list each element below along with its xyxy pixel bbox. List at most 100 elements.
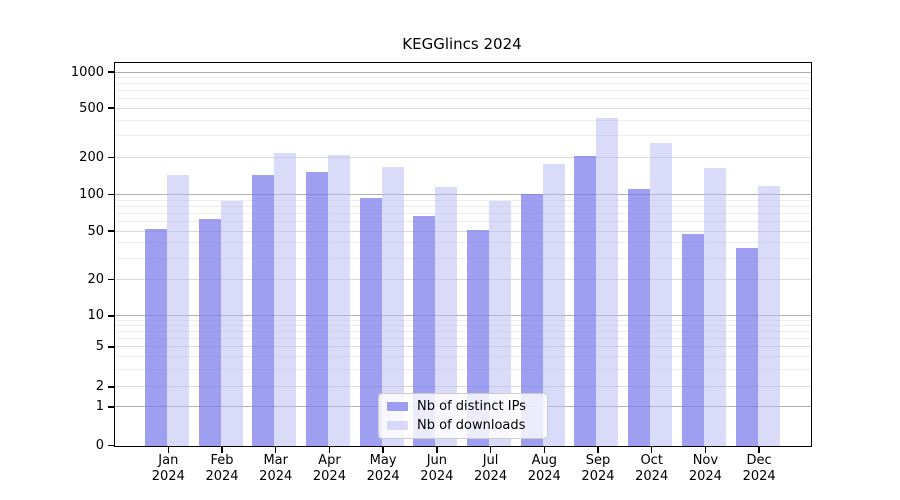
- x-tick-label-nov: Nov 2024: [665, 453, 745, 485]
- x-tick-label-aug: Aug 2024: [504, 453, 584, 485]
- gridline-minor-600: [115, 98, 811, 100]
- plot-area: [114, 62, 812, 447]
- y-tick-mark-500: [108, 107, 114, 109]
- x-tick-label-feb: Feb 2024: [182, 453, 262, 485]
- x-tick-label-year: 2024: [635, 468, 669, 484]
- y-tick-label-20: 20: [87, 271, 104, 287]
- x-tick-label-jun: Jun 2024: [397, 453, 477, 485]
- gridline-minor-6: [115, 338, 811, 340]
- bar-distinct-ips-jul: [467, 229, 490, 446]
- x-tick-label-month: Aug: [531, 452, 557, 468]
- x-tick-label-month: May: [369, 452, 397, 468]
- y-tick-label-5: 5: [95, 339, 104, 355]
- bar-distinct-ips-jun: [413, 216, 436, 446]
- x-tick-label-year: 2024: [366, 468, 400, 484]
- x-tick-label-month: Oct: [640, 452, 663, 468]
- y-tick-mark-1000: [108, 71, 114, 73]
- x-tick-label-year: 2024: [474, 468, 508, 484]
- x-tick-label-year: 2024: [688, 468, 722, 484]
- x-tick-mark-feb: [221, 447, 223, 453]
- gridline-minor-70: [115, 213, 811, 214]
- x-tick-label-month: Dec: [746, 452, 772, 468]
- bar-distinct-ips-jan: [144, 228, 167, 446]
- gridline-minor-80: [115, 205, 811, 207]
- x-tick-mark-apr: [328, 447, 331, 453]
- bar-downloads-oct: [650, 142, 673, 446]
- gridline-minor-8: [115, 325, 811, 327]
- bar-distinct-ips-apr: [305, 172, 328, 446]
- gridline-minor-800: [115, 83, 811, 85]
- x-tick-label-month: Mar: [263, 452, 288, 468]
- gridline-minor-60: [115, 221, 811, 223]
- bar-distinct-ips-nov: [681, 233, 704, 446]
- y-tick-label-100: 100: [79, 187, 104, 203]
- y-tick-label-0: 0: [95, 438, 104, 453]
- legend-swatch-distinct-ips-icon: [387, 402, 408, 411]
- legend-swatch-downloads-icon: [387, 421, 408, 430]
- x-tick-mark-oct: [650, 447, 653, 453]
- bar-downloads-apr: [327, 155, 350, 446]
- bar-distinct-ips-may: [359, 197, 382, 446]
- y-tick-mark-50: [108, 230, 114, 232]
- legend: Nb of distinct IPs Nb of downloads: [378, 393, 548, 439]
- bar-downloads-jun: [435, 186, 458, 446]
- gridline-20: [115, 278, 811, 280]
- x-tick-label-year: 2024: [527, 468, 561, 484]
- x-tick-mark-jul: [489, 447, 492, 453]
- gridline-minor-400: [115, 119, 811, 121]
- bar-downloads-aug: [542, 164, 565, 446]
- gridline-500: [115, 107, 811, 109]
- x-tick-label-dec: Dec 2024: [719, 453, 799, 485]
- x-tick-mark-jan: [167, 447, 170, 453]
- x-tick-label-year: 2024: [420, 468, 454, 484]
- x-tick-label-year: 2024: [581, 468, 615, 484]
- gridline-minor-300: [115, 135, 811, 137]
- x-tick-label-jan: Jan 2024: [128, 453, 208, 485]
- x-tick-label-oct: Oct 2024: [612, 453, 692, 485]
- y-tick-label-2: 2: [95, 379, 104, 395]
- gridline-50: [115, 230, 811, 232]
- x-tick-mark-nov: [704, 447, 707, 453]
- bar-distinct-ips-dec: [735, 247, 758, 446]
- legend-label-downloads: Nb of downloads: [417, 418, 526, 433]
- x-tick-label-month: Apr: [318, 452, 341, 468]
- y-tick-mark-1: [108, 406, 114, 408]
- x-tick-label-jul: Jul 2024: [451, 453, 531, 485]
- x-tick-mark-dec: [758, 447, 760, 453]
- gridline-1000: [115, 71, 811, 73]
- gridline-5: [115, 346, 811, 348]
- gridline-minor-9: [115, 320, 811, 322]
- x-tick-label-month: Feb: [210, 452, 234, 468]
- gridline-minor-7: [115, 331, 811, 333]
- y-tick-label-10: 10: [87, 308, 104, 324]
- gridline-minor-40: [115, 242, 811, 244]
- gridline-minor-700: [115, 90, 811, 92]
- bar-distinct-ips-sep: [574, 156, 597, 446]
- x-tick-label-sep: Sep 2024: [558, 453, 638, 485]
- y-tick-label-1: 1: [95, 399, 104, 415]
- x-tick-label-may: May 2024: [343, 453, 423, 485]
- x-tick-label-month: Jun: [426, 452, 447, 468]
- bar-distinct-ips-aug: [520, 194, 543, 446]
- gridline-minor-900: [115, 77, 811, 78]
- x-tick-label-month: Nov: [692, 452, 719, 468]
- gridline-10: [115, 315, 811, 317]
- x-tick-mark-aug: [543, 447, 546, 453]
- bar-downloads-mar: [274, 152, 297, 446]
- x-tick-mark-jun: [436, 447, 438, 453]
- y-tick-mark-200: [108, 156, 114, 159]
- bar-distinct-ips-feb: [198, 218, 221, 446]
- x-tick-mark-mar: [274, 447, 277, 453]
- gridline-minor-4: [115, 356, 811, 358]
- bar-downloads-sep: [596, 118, 619, 446]
- gridline-100: [115, 194, 811, 196]
- gridline-minor-90: [115, 199, 811, 201]
- bar-downloads-feb: [220, 201, 243, 446]
- x-tick-label-year: 2024: [742, 468, 776, 484]
- bar-downloads-jul: [489, 200, 512, 446]
- x-tick-label-apr: Apr 2024: [289, 453, 369, 485]
- x-tick-label-month: Jan: [158, 452, 179, 468]
- y-tick-mark-5: [108, 346, 114, 348]
- y-tick-label-50: 50: [87, 223, 104, 239]
- x-tick-label-month: Jul: [482, 452, 499, 468]
